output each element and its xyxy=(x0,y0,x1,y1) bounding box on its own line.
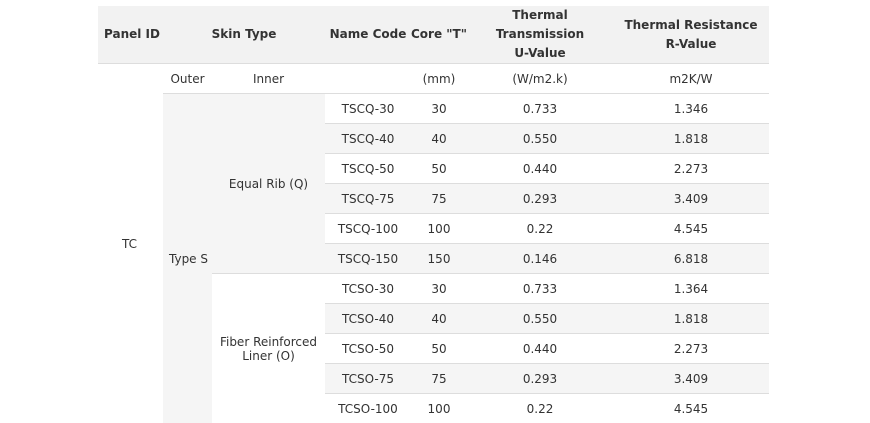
panel-id-value: TC xyxy=(104,237,137,251)
u-value-cell: 0.293 xyxy=(467,364,613,394)
header-row: Panel ID Skin Type Name Code Core "T" Th… xyxy=(98,6,769,64)
outer-type-value: Type S xyxy=(169,252,208,266)
r-value-cell: 3.409 xyxy=(613,364,769,394)
header-core: Core "T" xyxy=(411,6,467,64)
core-cell: 100 xyxy=(411,394,467,423)
subheader-r-unit: m2K/W xyxy=(613,64,769,94)
header-r-value: Thermal Resistance R-Value xyxy=(613,6,769,64)
core-cell: 40 xyxy=(411,304,467,334)
header-r-value-line1: Thermal Resistance xyxy=(613,16,769,35)
u-value-cell: 0.550 xyxy=(467,304,613,334)
u-value-cell: 0.22 xyxy=(467,394,613,423)
r-value-cell: 1.364 xyxy=(613,274,769,304)
u-value-cell: 0.440 xyxy=(467,334,613,364)
u-value-cell: 0.733 xyxy=(467,94,613,124)
u-value-cell: 0.440 xyxy=(467,154,613,184)
r-value-cell: 6.818 xyxy=(613,244,769,274)
inner-type-cell-q: Equal Rib (Q) xyxy=(212,94,325,274)
core-cell: 30 xyxy=(411,94,467,124)
r-value-cell: 3.409 xyxy=(613,184,769,214)
header-u-value: Thermal Transmission U-Value xyxy=(467,6,613,64)
header-u-value-line2: U-Value xyxy=(467,44,613,63)
r-value-cell: 2.273 xyxy=(613,154,769,184)
header-skin-type: Skin Type xyxy=(163,6,325,64)
u-value-cell: 0.733 xyxy=(467,274,613,304)
u-value-cell: 0.22 xyxy=(467,214,613,244)
name-code-cell: TSCQ-30 xyxy=(325,94,411,124)
header-panel-id: Panel ID xyxy=(98,6,163,64)
header-name-code: Name Code xyxy=(325,6,411,64)
core-cell: 100 xyxy=(411,214,467,244)
r-value-cell: 1.818 xyxy=(613,124,769,154)
core-cell: 75 xyxy=(411,364,467,394)
core-cell: 30 xyxy=(411,274,467,304)
name-code-cell: TSCQ-100 xyxy=(325,214,411,244)
r-value-cell: 2.273 xyxy=(613,334,769,364)
r-value-cell: 4.545 xyxy=(613,394,769,423)
subheader-name-code-blank xyxy=(325,64,411,94)
core-cell: 50 xyxy=(411,154,467,184)
subheader-u-unit: (W/m2.k) xyxy=(467,64,613,94)
name-code-cell: TSCQ-50 xyxy=(325,154,411,184)
r-value-cell: 1.346 xyxy=(613,94,769,124)
outer-type-cell: Type S xyxy=(163,94,212,423)
core-cell: 50 xyxy=(411,334,467,364)
subheader-core-unit: (mm) xyxy=(411,64,467,94)
name-code-cell: TSCQ-40 xyxy=(325,124,411,154)
core-cell: 75 xyxy=(411,184,467,214)
units-row: TC Outer Inner (mm) (W/m2.k) m2K/W xyxy=(98,64,769,94)
name-code-cell: TCSO-100 xyxy=(325,394,411,423)
inner-type-value-o: Fiber Reinforced Liner (O) xyxy=(220,335,317,363)
name-code-cell: TSCQ-150 xyxy=(325,244,411,274)
core-cell: 150 xyxy=(411,244,467,274)
name-code-cell: TCSO-50 xyxy=(325,334,411,364)
subheader-outer: Outer xyxy=(163,64,212,94)
header-u-value-line1: Thermal Transmission xyxy=(467,6,613,44)
name-code-cell: TCSO-30 xyxy=(325,274,411,304)
name-code-cell: TSCQ-75 xyxy=(325,184,411,214)
table-row: Type S Equal Rib (Q) TSCQ-30 30 0.733 1.… xyxy=(98,94,769,124)
u-value-cell: 0.550 xyxy=(467,124,613,154)
r-value-cell: 1.818 xyxy=(613,304,769,334)
panel-id-cell: TC xyxy=(98,64,163,423)
u-value-cell: 0.293 xyxy=(467,184,613,214)
thermal-values-table: Panel ID Skin Type Name Code Core "T" Th… xyxy=(98,6,769,423)
core-cell: 40 xyxy=(411,124,467,154)
subheader-inner: Inner xyxy=(212,64,325,94)
inner-type-value-q: Equal Rib (Q) xyxy=(229,177,308,191)
inner-type-cell-o: Fiber Reinforced Liner (O) xyxy=(212,274,325,423)
r-value-cell: 4.545 xyxy=(613,214,769,244)
name-code-cell: TCSO-75 xyxy=(325,364,411,394)
header-r-value-line2: R-Value xyxy=(613,35,769,54)
u-value-cell: 0.146 xyxy=(467,244,613,274)
name-code-cell: TCSO-40 xyxy=(325,304,411,334)
